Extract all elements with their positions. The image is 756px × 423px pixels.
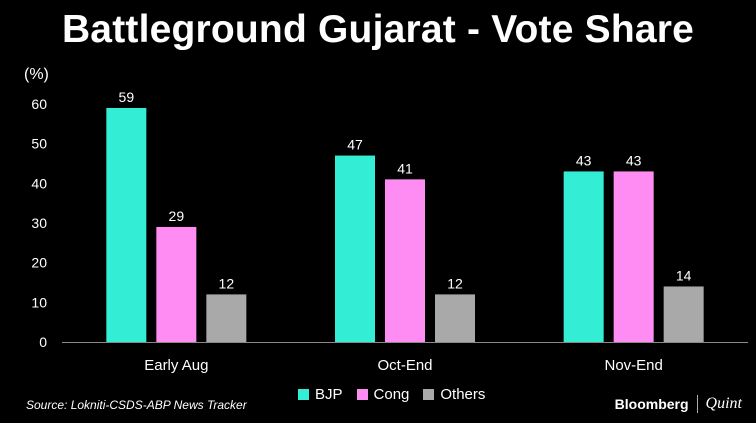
bar-others bbox=[435, 294, 475, 342]
bar-cong bbox=[156, 226, 197, 342]
bar-others bbox=[206, 294, 247, 342]
x-category-label: Nov-End bbox=[604, 357, 662, 374]
brand-divider bbox=[696, 395, 698, 413]
y-tick-label: 30 bbox=[31, 215, 47, 231]
legend-label-others: Others bbox=[440, 386, 486, 403]
bar-chart: 0 10 20 30 40 50 60 59 29 12 Early Aug 47 41 12 Oct-En… bbox=[31, 89, 748, 374]
legend: BJP Cong Others bbox=[298, 386, 485, 403]
source-note: Source: Lokniti-CSDS-ABP News Tracker bbox=[26, 398, 247, 412]
bar-others bbox=[663, 286, 704, 342]
bar-cong bbox=[613, 171, 654, 342]
bar-bjp bbox=[563, 171, 604, 342]
data-label: 12 bbox=[219, 275, 235, 291]
chart-title: Battleground Gujarat - Vote Share bbox=[61, 8, 695, 51]
y-tick-label: 10 bbox=[31, 294, 47, 310]
x-category-label: Early Aug bbox=[144, 357, 208, 374]
legend-swatch-others bbox=[423, 389, 435, 400]
legend-swatch-bjp bbox=[298, 389, 309, 400]
y-tick-label: 50 bbox=[31, 136, 47, 152]
brand-quint: Quint bbox=[705, 395, 742, 412]
data-label: 47 bbox=[347, 137, 363, 153]
y-tick-label: 40 bbox=[31, 175, 47, 191]
legend-label-bjp: BJP bbox=[315, 386, 343, 403]
legend-item-others: Others bbox=[423, 386, 485, 403]
legend-item-cong: Cong bbox=[356, 386, 410, 403]
data-label: 12 bbox=[447, 275, 463, 291]
brand-logo: Bloomberg Quint bbox=[615, 395, 742, 413]
bar-bjp bbox=[106, 107, 147, 342]
data-label: 41 bbox=[397, 160, 413, 176]
legend-swatch-cong bbox=[356, 389, 368, 400]
data-label: 14 bbox=[676, 267, 692, 283]
y-tick-label: 0 bbox=[39, 334, 47, 350]
y-tick-label: 20 bbox=[31, 255, 47, 271]
brand-bloomberg: Bloomberg bbox=[614, 396, 689, 412]
y-axis-unit-label: (%) bbox=[24, 66, 49, 83]
y-tick-label: 60 bbox=[31, 96, 47, 112]
bar-bjp bbox=[335, 155, 375, 342]
x-category-label: Oct-End bbox=[377, 357, 432, 374]
data-label: 43 bbox=[576, 152, 592, 168]
data-label: 29 bbox=[169, 208, 185, 224]
legend-item-bjp: BJP bbox=[298, 386, 343, 403]
data-label: 59 bbox=[119, 89, 135, 105]
bar-cong bbox=[385, 179, 425, 342]
legend-label-cong: Cong bbox=[373, 386, 410, 403]
data-label: 43 bbox=[626, 152, 642, 168]
